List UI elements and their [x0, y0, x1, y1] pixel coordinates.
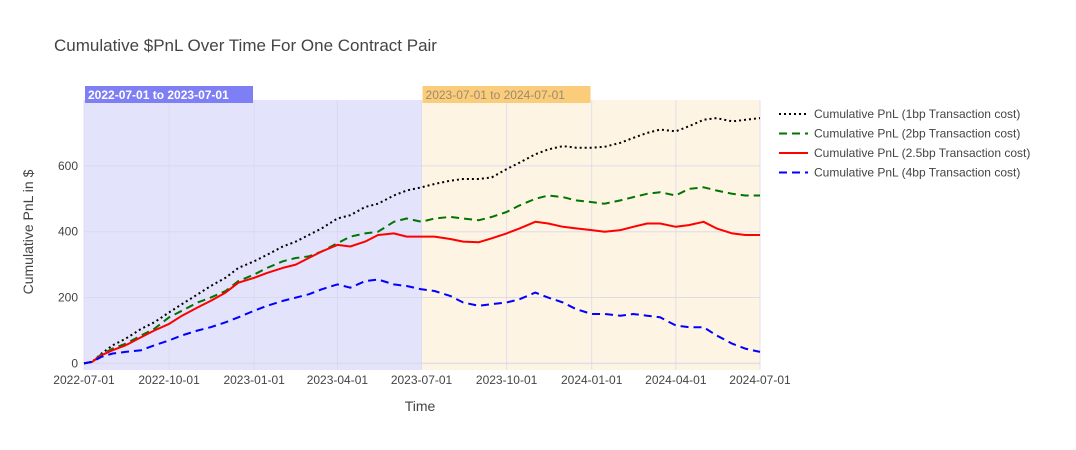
chart-title: Cumulative $PnL Over Time For One Contra… — [54, 36, 437, 55]
x-tick-label: 2022-07-01 — [53, 373, 115, 387]
x-tick-label: 2023-10-01 — [476, 373, 538, 387]
region-band-2 — [421, 100, 760, 370]
x-tick-label: 2023-04-01 — [307, 373, 369, 387]
y-axis-title: Cumulative PnL in $ — [20, 169, 36, 294]
region-label-bg-1 — [85, 86, 253, 103]
region-label-layer: 2022-07-01 to 2023-07-01 2023-07-01 to 20… — [85, 86, 591, 103]
y-tick-label: 400 — [58, 225, 78, 239]
legend-item[interactable]: Cumulative PnL (2bp Transaction cost) — [779, 127, 1020, 141]
x-tick-label: 2023-07-01 — [391, 373, 453, 387]
region-label-2: 2023-07-01 to 2024-07-01 — [422, 86, 591, 103]
region-band-1 — [84, 100, 422, 370]
y-tick-label: 600 — [58, 159, 78, 173]
series-line-1[interactable] — [83, 117, 761, 365]
y-tick-label: 200 — [58, 291, 78, 305]
x-tick-label: 2022-10-01 — [138, 373, 200, 387]
x-axis-title: Time — [405, 398, 436, 414]
legend[interactable]: Cumulative PnL (1bp Transaction cost) Cum… — [779, 107, 1030, 180]
region-label-1: 2022-07-01 to 2023-07-01 — [85, 86, 253, 103]
series-line-2[interactable] — [83, 186, 760, 365]
series-layer — [83, 117, 761, 365]
tick-layer: 0 200 400 600 2022-07-01 2022-10-01 2023-01-01… — [53, 159, 791, 387]
series-line-3[interactable] — [83, 220, 760, 365]
legend-item[interactable]: Cumulative PnL (1bp Transaction cost) — [779, 107, 1020, 121]
x-tick-label: 2024-01-01 — [561, 373, 623, 387]
y-tick-label: 0 — [71, 356, 78, 370]
legend-label: Cumulative PnL (2.5bp Transaction cost) — [814, 146, 1030, 160]
region-layer — [84, 100, 760, 370]
legend-label: Cumulative PnL (4bp Transaction cost) — [814, 166, 1020, 180]
legend-item[interactable]: Cumulative PnL (2.5bp Transaction cost) — [779, 146, 1030, 160]
region-label-text-1: 2022-07-01 to 2023-07-01 — [88, 88, 229, 102]
region-label-text-2: 2023-07-01 to 2024-07-01 — [426, 88, 566, 102]
x-tick-label: 2024-07-01 — [729, 373, 791, 387]
series-line-4[interactable] — [83, 278, 761, 365]
grid-layer — [83, 100, 761, 370]
x-tick-label: 2023-01-01 — [223, 373, 285, 387]
legend-label: Cumulative PnL (1bp Transaction cost) — [814, 107, 1020, 121]
legend-item[interactable]: Cumulative PnL (4bp Transaction cost) — [779, 166, 1020, 180]
region-label-bg-2 — [422, 86, 591, 103]
legend-label: Cumulative PnL (2bp Transaction cost) — [814, 127, 1020, 141]
x-tick-label: 2024-04-01 — [645, 373, 707, 387]
